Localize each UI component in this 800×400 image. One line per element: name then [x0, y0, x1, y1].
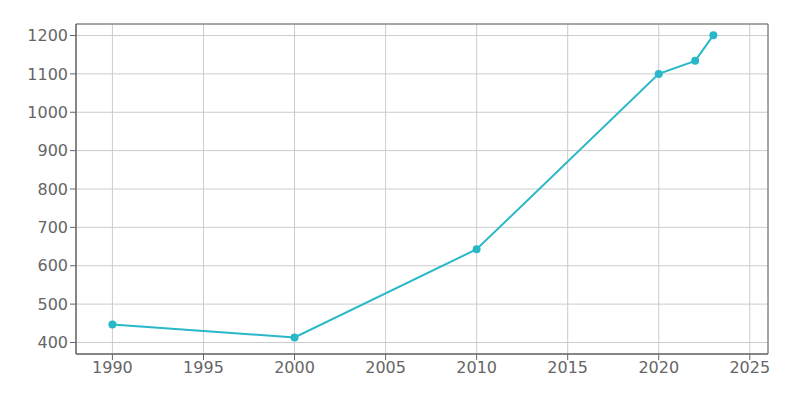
- svg-text:2010: 2010: [456, 358, 497, 377]
- svg-text:500: 500: [37, 295, 68, 314]
- svg-text:2005: 2005: [365, 358, 406, 377]
- svg-text:700: 700: [37, 218, 68, 237]
- svg-text:2000: 2000: [274, 358, 315, 377]
- svg-text:1000: 1000: [27, 103, 68, 122]
- svg-text:900: 900: [37, 141, 68, 160]
- svg-text:2015: 2015: [547, 358, 588, 377]
- svg-text:600: 600: [37, 256, 68, 275]
- svg-text:400: 400: [37, 333, 68, 352]
- svg-text:1100: 1100: [27, 65, 68, 84]
- svg-text:2020: 2020: [638, 358, 679, 377]
- svg-text:1990: 1990: [92, 358, 133, 377]
- svg-text:1200: 1200: [27, 26, 68, 45]
- svg-text:2025: 2025: [729, 358, 770, 377]
- svg-text:1995: 1995: [183, 358, 224, 377]
- svg-text:800: 800: [37, 180, 68, 199]
